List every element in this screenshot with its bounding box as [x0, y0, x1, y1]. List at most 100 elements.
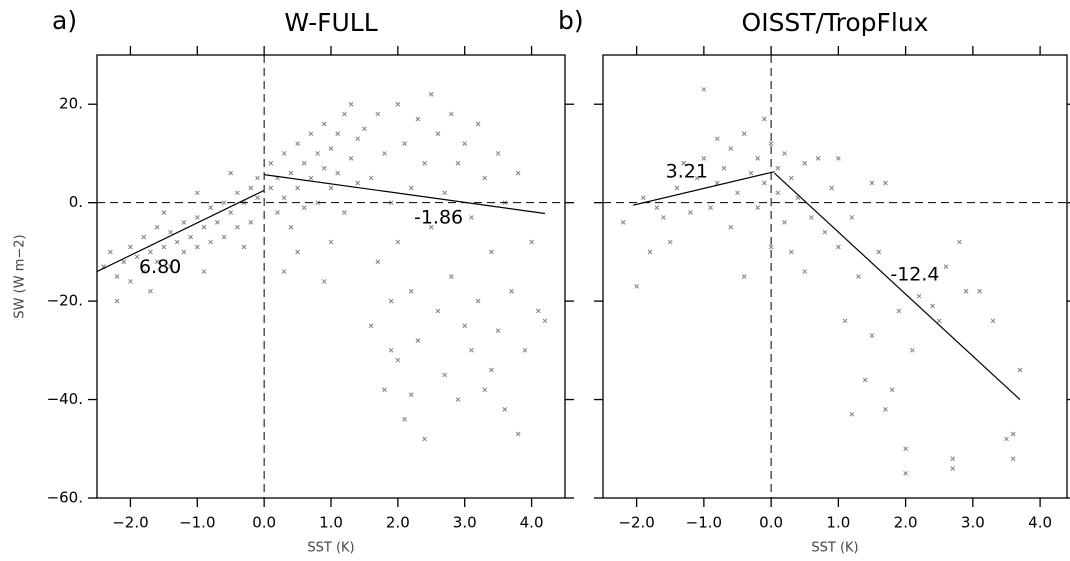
- point: [154, 259, 160, 265]
- point: [883, 180, 888, 186]
- point: [128, 279, 133, 284]
- fit-line: [264, 174, 546, 215]
- point: [1010, 431, 1016, 437]
- point: [977, 288, 982, 294]
- point: [161, 210, 167, 215]
- point: [883, 407, 888, 412]
- point: [248, 185, 254, 191]
- slope-label: 3.21: [666, 161, 708, 183]
- point: [235, 190, 240, 196]
- point: [661, 215, 666, 220]
- x-tick-label: −1.0: [179, 514, 215, 532]
- point: [442, 190, 448, 196]
- panel-title: W-FULL: [284, 8, 377, 37]
- point: [248, 220, 254, 225]
- point: [281, 269, 287, 274]
- point: [950, 466, 956, 471]
- point: [255, 175, 260, 181]
- x-tick-label: 0.0: [759, 514, 783, 532]
- point: [963, 288, 969, 294]
- point: [335, 170, 341, 176]
- point: [489, 249, 494, 255]
- point: [194, 215, 200, 220]
- point: [535, 308, 541, 314]
- point: [721, 165, 727, 171]
- point: [148, 288, 153, 294]
- point: [201, 224, 207, 230]
- point: [422, 436, 427, 442]
- point: [375, 111, 381, 117]
- point: [836, 244, 841, 250]
- point: [435, 308, 441, 314]
- x-tick-label: −2.0: [618, 514, 654, 532]
- point: [714, 136, 720, 142]
- point: [930, 303, 935, 309]
- x-tick-label: 0.0: [252, 514, 276, 532]
- point: [469, 215, 474, 220]
- point: [741, 131, 747, 137]
- point: [674, 185, 680, 191]
- point: [208, 239, 214, 245]
- point: [188, 234, 193, 240]
- point: [802, 160, 808, 166]
- point: [522, 347, 528, 353]
- point: [328, 146, 334, 151]
- point: [335, 131, 341, 137]
- point: [782, 220, 787, 225]
- point: [368, 323, 374, 329]
- y-tick-label: −20.: [47, 292, 83, 310]
- point: [701, 87, 707, 92]
- point: [943, 264, 949, 270]
- point: [495, 328, 501, 333]
- fit-line: [96, 189, 265, 273]
- point: [328, 239, 334, 245]
- point: [268, 185, 274, 191]
- point: [849, 411, 855, 417]
- point: [134, 254, 140, 260]
- point: [388, 298, 394, 304]
- y-tick-label: −60.: [47, 489, 83, 507]
- point: [462, 141, 468, 146]
- point: [903, 446, 908, 452]
- point: [342, 111, 347, 117]
- point: [275, 210, 280, 215]
- point: [228, 210, 234, 215]
- panel-label: a): [52, 6, 77, 35]
- point: [181, 249, 187, 255]
- point: [489, 367, 494, 373]
- point: [348, 156, 354, 161]
- point: [815, 156, 821, 161]
- fit-line: [774, 172, 1021, 400]
- point: [768, 244, 774, 250]
- point: [620, 220, 626, 225]
- point: [990, 318, 996, 324]
- point: [1017, 367, 1023, 373]
- point: [741, 274, 747, 279]
- point: [495, 151, 501, 156]
- point: [362, 126, 367, 132]
- point: [255, 195, 260, 201]
- point: [475, 121, 481, 127]
- point: [168, 229, 173, 235]
- point: [382, 387, 387, 393]
- point: [909, 347, 915, 353]
- slope-label: -1.86: [414, 206, 463, 228]
- point: [654, 205, 660, 210]
- point: [509, 288, 514, 294]
- point: [708, 205, 713, 210]
- x-axis-label: SST (K): [811, 541, 858, 556]
- point: [395, 239, 401, 245]
- point: [889, 387, 895, 393]
- point: [849, 215, 855, 220]
- point: [701, 156, 707, 161]
- point: [762, 116, 767, 122]
- x-tick-label: 2.0: [386, 514, 410, 532]
- y-tick-label: −40.: [47, 390, 83, 408]
- point: [916, 293, 922, 299]
- point: [455, 397, 461, 402]
- point: [455, 160, 461, 166]
- points: [101, 92, 548, 442]
- point: [809, 215, 814, 220]
- point: [869, 333, 875, 338]
